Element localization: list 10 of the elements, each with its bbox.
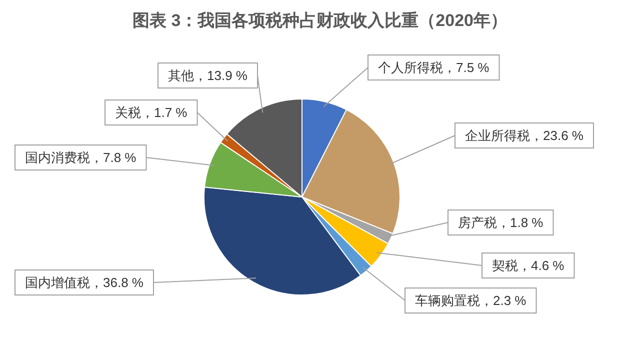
slice-label: 关税，1.7 % bbox=[115, 105, 188, 120]
slice-label: 企业所得税，23.6 % bbox=[465, 128, 584, 143]
slice-label: 国内增值税，36.8 % bbox=[25, 275, 144, 290]
slice-label: 车辆购置税，2.3 % bbox=[415, 293, 527, 308]
slice-label: 其他，13.9 % bbox=[168, 68, 248, 83]
slice-label: 国内消费税，7.8 % bbox=[25, 150, 137, 165]
slice-label: 个人所得税，7.5 % bbox=[378, 60, 490, 75]
slice-label: 契税，4.6 % bbox=[492, 258, 565, 273]
chart-title: 图表 3：我国各项税种占财政收入比重（2020年） bbox=[132, 11, 508, 30]
slice-label: 房产税，1.8 % bbox=[458, 215, 544, 230]
